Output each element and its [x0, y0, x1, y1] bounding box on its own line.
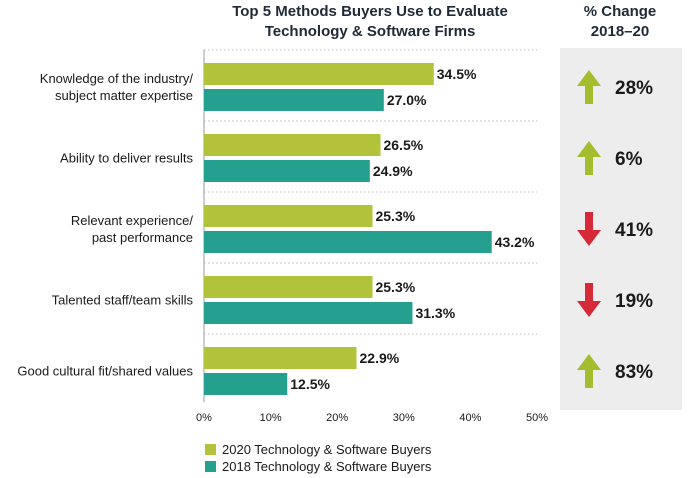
change-title-line-2: 2018–20 — [590, 23, 650, 40]
bar-value-label: 43.2% — [495, 234, 535, 250]
bar — [204, 89, 384, 111]
change-title-line-1: % Change — [583, 3, 657, 20]
bar — [204, 302, 413, 324]
bar-value-label: 25.3% — [375, 208, 415, 224]
x-tick-label: 10% — [260, 412, 282, 424]
legend-label-2018: 2018 Technology & Software Buyers — [222, 459, 432, 474]
arrow-down-icon — [577, 212, 601, 246]
category-label: Talented staff/team skills — [52, 293, 194, 308]
arrow-down-icon — [577, 283, 601, 317]
bar — [204, 205, 373, 227]
legend-item-2020: 2020 Technology & Software Buyers — [205, 441, 431, 458]
pct-change-label: 28% — [615, 78, 653, 99]
bar — [204, 63, 434, 85]
bar-value-label: 24.9% — [373, 163, 413, 179]
arrow-up-icon — [577, 354, 601, 388]
bar-value-label: 12.5% — [290, 376, 330, 392]
x-tick-label: 0% — [196, 412, 212, 424]
x-tick-label: 30% — [393, 412, 415, 424]
bar — [204, 231, 492, 253]
category-label: Good cultural fit/shared values — [17, 364, 193, 379]
x-tick-label: 20% — [326, 412, 348, 424]
legend-item-2018: 2018 Technology & Software Buyers — [205, 458, 431, 475]
pct-change-label: 41% — [615, 220, 653, 241]
chart-title-line-1: Top 5 Methods Buyers Use to Evaluate — [232, 3, 508, 20]
bar — [204, 134, 381, 156]
category-label: Knowledge of the industry/subject matter… — [40, 71, 194, 103]
chart-title-line-2: Technology & Software Firms — [264, 23, 476, 40]
legend-swatch-2020 — [205, 444, 216, 455]
arrow-up-icon — [577, 141, 601, 175]
category-label: Relevant experience/past performance — [71, 213, 194, 245]
pct-change-label: 6% — [615, 149, 643, 170]
legend: 2020 Technology & Software Buyers 2018 T… — [205, 441, 431, 475]
bar — [204, 160, 370, 182]
bar — [204, 373, 288, 395]
change-panel — [560, 48, 682, 410]
arrow-up-icon — [577, 70, 601, 104]
legend-label-2020: 2020 Technology & Software Buyers — [222, 442, 432, 457]
bar-value-label: 27.0% — [387, 92, 427, 108]
x-tick-label: 40% — [459, 412, 481, 424]
bar-value-label: 25.3% — [375, 279, 415, 295]
legend-swatch-2018 — [205, 461, 216, 472]
chart-title: Top 5 Methods Buyers Use to Evaluate Tec… — [200, 2, 540, 42]
category-label: Ability to deliver results — [60, 151, 193, 166]
bar-value-label: 26.5% — [383, 137, 423, 153]
bar — [204, 347, 357, 369]
bar-value-label: 22.9% — [360, 350, 400, 366]
bar-value-label: 31.3% — [415, 305, 455, 321]
pct-change-label: 19% — [615, 291, 653, 312]
bar — [204, 276, 373, 298]
change-column-title: % Change 2018–20 — [560, 2, 680, 42]
x-tick-label: 50% — [526, 412, 548, 424]
bar-value-label: 34.5% — [437, 66, 477, 82]
pct-change-label: 83% — [615, 362, 653, 383]
